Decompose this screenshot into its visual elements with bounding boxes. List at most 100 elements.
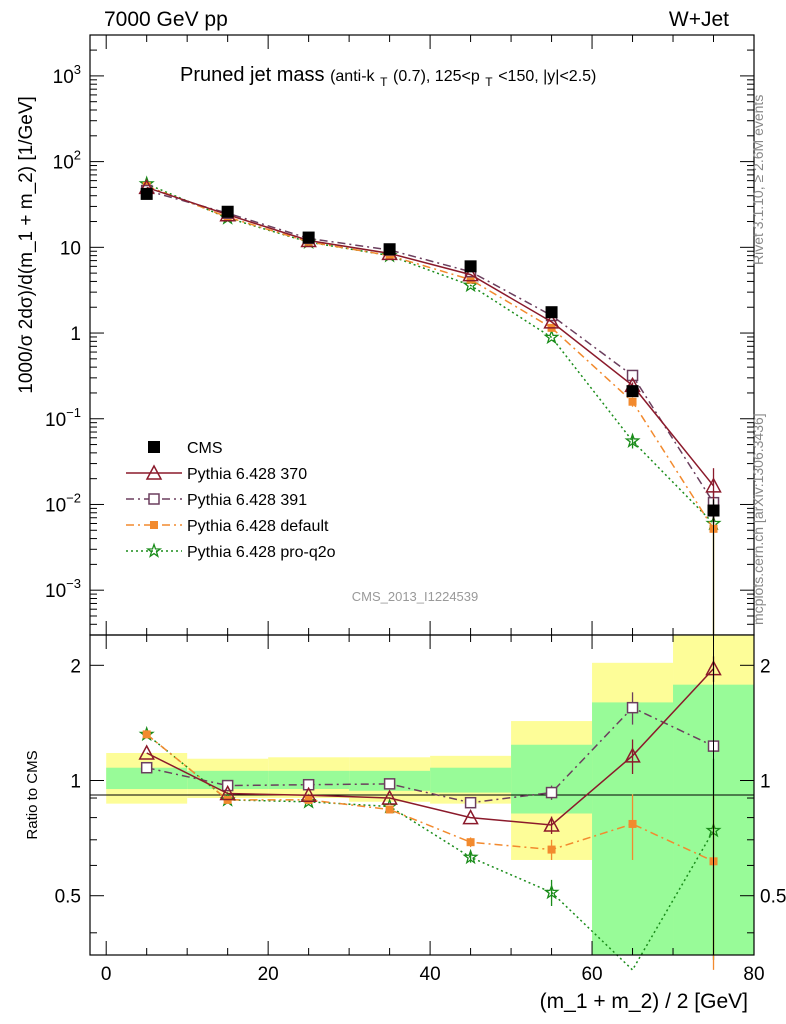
x-tick-label: 20: [258, 964, 279, 985]
legend-label: Pythia 6.428 pro-q2o: [187, 544, 336, 561]
analysis-tag: CMS_2013_I1224539: [352, 589, 479, 604]
x-tick-label: 80: [743, 964, 764, 985]
data-point: [626, 369, 639, 382]
band-green: [106, 767, 188, 790]
x-tick-labels: 0 20 40 60 80: [101, 964, 765, 985]
ratio-point: [219, 784, 236, 801]
data-point: [626, 385, 639, 398]
ratio-point: [381, 789, 398, 805]
series-line: [146, 186, 715, 487]
legend: CMS Pythia 6.428 370 Pythia 6.428 391 Pythi…: [126, 440, 336, 561]
data-point: [466, 275, 475, 284]
ratio-y-tick-label-right: 0.5: [760, 887, 786, 908]
data-point: [705, 477, 722, 493]
main-y-tick-label-exponent: −1: [66, 405, 81, 420]
ratio-point: [466, 838, 475, 847]
main-y-tick-label-exponent: 3: [74, 62, 81, 77]
ratio-point: [304, 795, 313, 804]
legend-entry: Pythia 6.428 pro-q2o: [126, 542, 336, 561]
x-axis-label: (m_1 + m_2) / 2 [GeV]: [540, 990, 748, 1013]
series-line: [146, 183, 715, 525]
series-line: [146, 185, 715, 530]
data-point: [462, 266, 479, 282]
ratio-y-tick-label: 2: [70, 656, 81, 677]
x-tick-label: 0: [101, 964, 112, 985]
ratio-point: [624, 747, 641, 763]
data-point: [462, 276, 479, 293]
data-point: [302, 231, 315, 244]
legend-marker: [148, 441, 160, 453]
header-right-label: W+Jet: [669, 8, 729, 31]
main-y-tick-label: 10: [60, 238, 81, 259]
main-y-tick-label: 102: [53, 148, 81, 174]
legend-label: Pythia 6.428 default: [187, 518, 329, 535]
ratio-point: [628, 819, 637, 828]
header-left-label: 7000 GeV pp: [104, 8, 228, 31]
x-tick-label: 40: [420, 964, 441, 985]
data-point: [628, 397, 637, 406]
main-y-tick-label-exponent: 2: [74, 148, 81, 163]
ratio-point: [142, 730, 151, 739]
main-y-tick-label-base: 10: [45, 410, 66, 431]
main-y-tick-label-base: 10: [60, 238, 81, 259]
plot-title-detail-suffix: <150, |y|<2.5): [498, 68, 596, 85]
legend-entry: CMS: [148, 440, 223, 457]
legend-entry: Pythia 6.428 391: [126, 492, 307, 509]
data-point: [140, 187, 153, 200]
legend-entry: Pythia 6.428 default: [126, 518, 329, 535]
rivet-label: Rivet 3.1.10, ≥ 2.6M events: [750, 95, 766, 265]
plot-title-detail-mid: (0.7), 125<p: [393, 68, 480, 85]
ratio-point: [543, 816, 560, 832]
legend-entry: Pythia 6.428 370: [126, 464, 307, 483]
ratio-y-axis-label: Ratio to CMS: [24, 750, 41, 839]
ratio-line: [146, 706, 714, 804]
main-series-layer: [138, 175, 722, 635]
plot-title-detail-prefix: (anti-k: [330, 68, 375, 85]
ratio-point: [464, 796, 477, 809]
ratio-point: [626, 701, 639, 714]
main-y-tick-label-exponent: −2: [66, 490, 81, 505]
data-point: [543, 313, 560, 329]
series-line: [146, 189, 715, 504]
ratio-y-tick-label: 1: [70, 772, 81, 793]
legend-label: Pythia 6.428 391: [187, 492, 307, 509]
data-point: [543, 328, 560, 345]
data-point: [221, 205, 234, 218]
main-y-tick-label-base: 10: [45, 581, 66, 602]
x-tick-label: 60: [581, 964, 602, 985]
plot-title-main: Pruned jet mass: [180, 64, 325, 86]
ratio-series-layer: [138, 510, 722, 972]
legend-label: Pythia 6.428 370: [187, 466, 307, 483]
ratio-point: [300, 786, 317, 803]
main-y-tick-label: 103: [53, 62, 81, 88]
data-point: [383, 243, 396, 256]
ratio-uncertainty-bands: [106, 635, 754, 955]
main-y-tick-label: 10−2: [45, 490, 81, 516]
data-point: [464, 260, 477, 273]
ratio-point: [547, 845, 556, 854]
series-pythia-6-428-default: [142, 181, 718, 635]
main-y-tick-label-exponent: −3: [66, 576, 81, 591]
plot-title: Pruned jet mass (anti-k T (0.7), 125<p T…: [180, 64, 596, 91]
plot-title-detail-sub1: T: [380, 75, 388, 89]
ratio-point: [138, 744, 155, 760]
ratio-line: [146, 668, 715, 826]
main-y-tick-label-base: 10: [53, 153, 74, 174]
legend-marker: [150, 521, 158, 529]
ratio-point: [543, 883, 560, 900]
main-y-tick-label-base: 1: [70, 324, 81, 345]
ratio-y-tick-labels: 0.5 0.5 1 1 2 2: [55, 656, 786, 907]
main-y-tick-label: 1: [70, 324, 81, 345]
ratio-line: [146, 733, 714, 862]
ratio-y-tick-label-right: 2: [760, 656, 771, 677]
ratio-y-tick-label-right: 1: [760, 772, 771, 793]
data-point: [545, 306, 558, 319]
legend-marker: [145, 464, 163, 480]
main-y-tick-label-base: 10: [45, 495, 66, 516]
plot-title-detail-sub2: T: [485, 75, 493, 89]
ratio-point: [462, 848, 479, 865]
main-y-tick-label: 10−1: [45, 405, 81, 431]
